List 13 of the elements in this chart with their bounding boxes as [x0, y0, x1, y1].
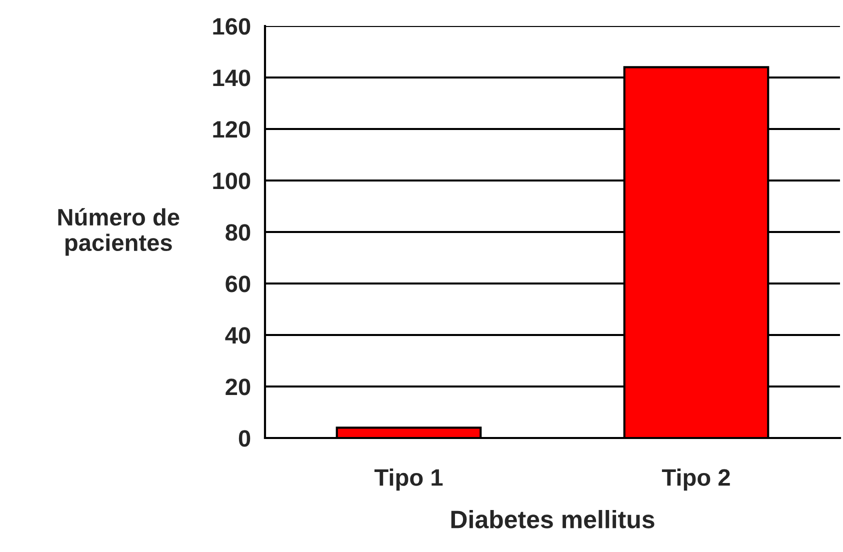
y-tick-label: 60 — [226, 276, 250, 292]
x-tick-label: Tipo 2 — [662, 468, 730, 491]
y-tick-label: 0 — [238, 430, 250, 447]
y-axis-title: Número de pacientes — [58, 208, 180, 256]
y-tick-label: 120 — [213, 121, 250, 138]
y-tick-label: 20 — [226, 378, 250, 396]
y-tick-label: 140 — [213, 70, 250, 86]
x-axis-title: Diabetes mellitus — [451, 510, 654, 528]
y-tick-label: 100 — [213, 172, 250, 190]
y-tick-label: 160 — [213, 18, 250, 35]
x-tick-label: Tipo 1 — [374, 468, 443, 491]
y-tick-label: 80 — [226, 224, 250, 241]
y-tick-label: 40 — [225, 327, 250, 344]
